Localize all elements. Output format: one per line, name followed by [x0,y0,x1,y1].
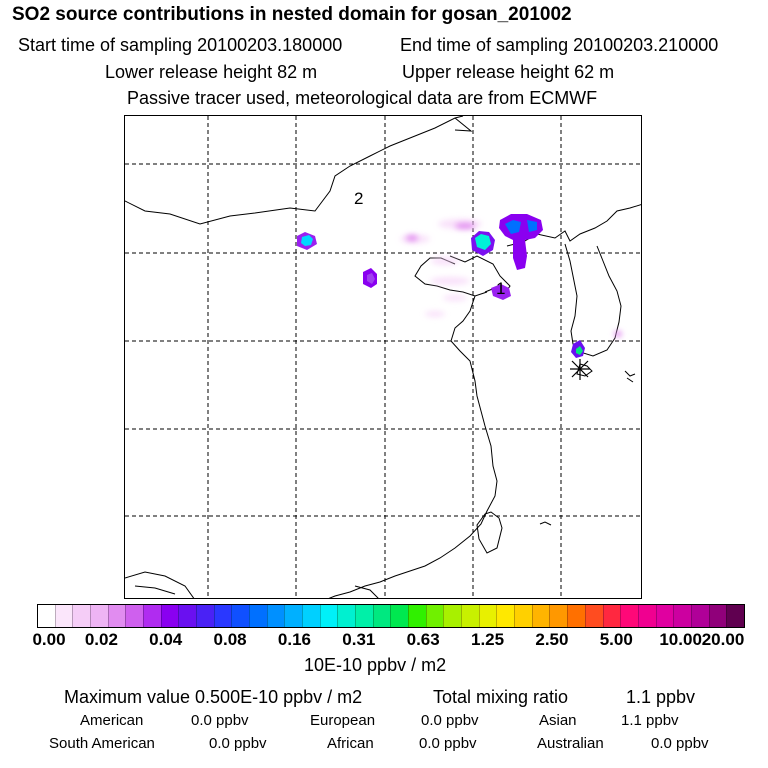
coastlines [125,116,641,598]
colorbar-segment [90,605,108,627]
lower-release-label: Lower release height 82 m [105,62,318,82]
colorbar-segment [567,605,585,627]
colorbar-tick-label: 0.31 [342,630,376,649]
colorbar-segment [302,605,320,627]
colorbar-tick-label: 0.63 [406,630,440,649]
colorbar-segment [372,605,391,627]
colorbar-segment [637,605,656,627]
colorbar-segment [231,605,250,627]
colorbar-segment [425,605,444,627]
colorbar-segment [708,605,727,627]
colorbar-segment [514,605,532,627]
colorbar-segment [655,605,674,627]
total-mixing-value: 1.1 ppbv [626,687,696,707]
grid-lines [125,116,641,598]
region-name-south-american: South American [49,735,155,752]
colorbar-segment [196,605,214,627]
colorbar-tick-label: 0.00 [32,630,66,649]
colorbar-segment [178,605,197,627]
colorbar-segment [249,605,267,627]
colorbar-segment [408,605,426,627]
maximum-value-label: Maximum value 0.500E-10 ppbv / m2 [64,687,363,707]
region-name-european: European [310,712,376,729]
map-panel[interactable]: 2 1 [124,115,642,599]
colorbar-segment [319,605,338,627]
region-name-american: American [80,712,144,729]
map-canvas [125,116,641,598]
colorbar-tick-label: 0.04 [149,630,183,649]
colorbar-segment [160,605,179,627]
colorbar-segment [531,605,550,627]
region-value-australian: 0.0 ppbv [651,735,709,752]
colorbar-tick-label: 0.08 [213,630,247,649]
colorbar-segment [461,605,479,627]
colorbar-segment [620,605,638,627]
end-time-label: End time of sampling 20100203.210000 [400,35,719,55]
colorbar-segment [726,605,744,627]
colorbar-segment [213,605,232,627]
colorbar-tick-label: 20.00 [701,630,745,649]
colorbar-segment [284,605,303,627]
colorbar-tick-label: 0.16 [277,630,311,649]
region-value-european: 0.0 ppbv [421,712,479,729]
start-time-label: Start time of sampling 20100203.180000 [18,35,343,55]
upper-release-label: Upper release height 62 m [402,62,615,82]
colorbar-segment [125,605,144,627]
colorbar-segment [38,605,55,627]
colorbar-segment [690,605,709,627]
region-value-asian: 1.1 ppbv [621,712,679,729]
total-mixing-label: Total mixing ratio [433,687,569,707]
asterisk-icon [570,359,590,380]
colorbar-segment [54,605,73,627]
region-label-2: 2 [354,189,364,208]
colorbar-segment [602,605,621,627]
colorbar-segment [390,605,409,627]
region-value-south-american: 0.0 ppbv [209,735,267,752]
region-value-american: 0.0 ppbv [191,712,249,729]
colorbar-segment [584,605,603,627]
colorbar-tick-label: 0.02 [84,630,118,649]
colorbar-tick-label: 2.50 [535,630,569,649]
colorbar-segment [673,605,691,627]
colorbar-segment [72,605,91,627]
colorbar-segment [107,605,126,627]
region-name-asian: Asian [539,712,577,729]
colorbar-segment [266,605,285,627]
colorbar-segment [549,605,568,627]
region-name-african: African [327,735,374,752]
region-value-african: 0.0 ppbv [419,735,477,752]
colorbar-segment [143,605,161,627]
tracer-note: Passive tracer used, meteorological data… [127,88,598,108]
page-title: SO2 source contributions in nested domai… [12,4,572,25]
colorbar-tick-label: 5.00 [599,630,633,649]
tracer-plumes [297,214,622,358]
region-name-australian: Australian [537,735,604,752]
colorbar-unit: 10E-10 ppbv / m2 [304,655,447,675]
colorbar-tick-label: 1.25 [470,630,505,649]
colorbar [37,604,745,628]
colorbar-tick-label: 10.00 [659,630,702,649]
colorbar-segment [478,605,497,627]
colorbar-segment [337,605,356,627]
colorbar-segment [355,605,373,627]
colorbar-segment [443,605,462,627]
region-label-1: 1 [496,279,506,298]
colorbar-segment [496,605,515,627]
